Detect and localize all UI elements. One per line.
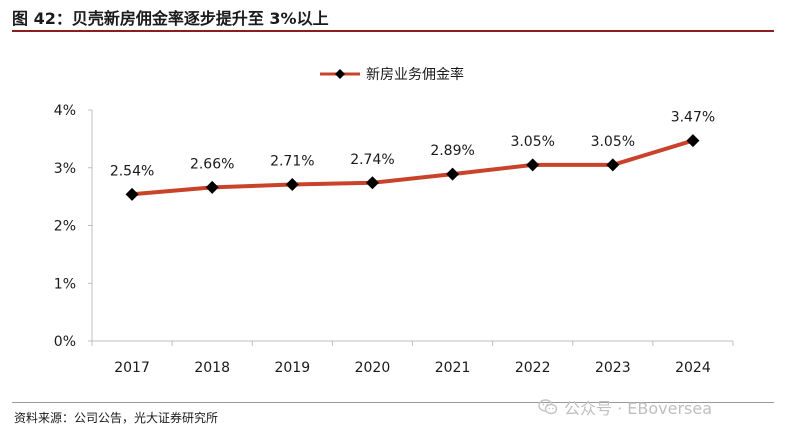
data-point: [446, 167, 460, 181]
chart-series: 2.54% 2.66% 2.71% 2.74% 2.89% 3.05% 3.05% 3.47%: [110, 110, 715, 201]
series-line: [131, 138, 694, 197]
y-tick-label: 3%: [54, 161, 76, 177]
y-tick-label: 1%: [54, 276, 76, 292]
x-tick-label: 2022: [515, 360, 551, 376]
chart-legend: 新房业务佣金率: [320, 66, 464, 83]
data-point: [125, 187, 139, 201]
footer-rule: [12, 402, 774, 403]
data-label: 2.89%: [430, 143, 474, 159]
y-tick-label: 2%: [54, 219, 76, 235]
legend-label: 新房业务佣金率: [366, 66, 464, 83]
data-point: [285, 177, 299, 191]
figure-title: 图 42：贝壳新房佣金率逐步提升至 3%以上: [12, 9, 329, 28]
data-point: [686, 134, 700, 148]
watermark: 公众号 · EBoversea: [538, 395, 712, 419]
data-point: [365, 176, 379, 190]
y-tick-label: 0%: [54, 334, 76, 350]
x-tick-label: 2024: [675, 360, 711, 376]
watermark-text: 公众号 · EBoversea: [564, 399, 713, 418]
x-tick-label: 2017: [114, 360, 150, 376]
x-tick-label: 2020: [355, 360, 391, 376]
x-tick-label: 2019: [274, 360, 310, 376]
data-label: 3.47%: [671, 110, 715, 126]
data-point: [606, 158, 620, 172]
data-label: 2.74%: [350, 152, 394, 168]
y-tick-label: 4%: [54, 103, 76, 119]
x-tick-label: 2023: [595, 360, 631, 376]
data-label: 2.66%: [190, 156, 234, 172]
data-label: 2.71%: [270, 153, 314, 169]
data-label: 2.54%: [110, 163, 154, 179]
x-tick-label: 2021: [435, 360, 471, 376]
data-label: 3.05%: [591, 134, 635, 150]
legend-marker: [335, 69, 345, 79]
title-rule: [12, 30, 774, 32]
wechat-icon: [538, 399, 558, 415]
data-point: [205, 180, 219, 194]
chart-axes: 0% 1% 2% 3% 4% 2017 2018 2019 2020 2021 2022 2023 20…: [54, 103, 734, 376]
source-note: 资料来源：公司公告，光大证券研究所: [14, 411, 219, 425]
data-point: [526, 158, 540, 172]
x-tick-label: 2018: [194, 360, 230, 376]
data-label: 3.05%: [510, 134, 554, 150]
